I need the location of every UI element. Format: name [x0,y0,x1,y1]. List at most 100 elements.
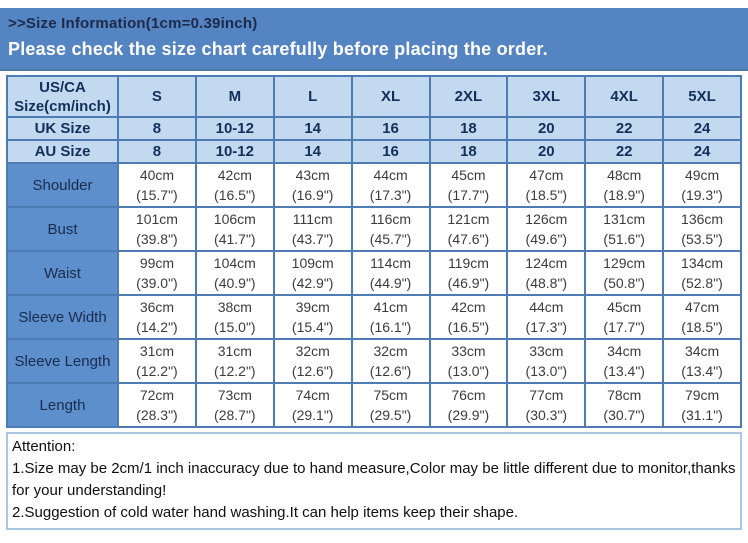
cm-value: 136cm [681,211,724,227]
au-size-value: 14 [272,139,353,164]
cm-value: 99cm [139,255,175,271]
au-size-row: AU Size 8 10-12 14 16 18 20 22 24 [6,139,742,164]
column-header-m: M [194,75,275,118]
measure-cell: 119cm (46.9") [428,250,509,296]
measure-cell: 73cm (28.7") [194,382,275,428]
measure-cell: 99cm (39.0") [117,250,197,296]
measure-row-label: Shoulder [6,162,119,208]
inch-value: (17.3") [525,319,568,335]
inch-value: (39.0") [136,275,178,291]
measure-cell: 77cm (30.3") [506,382,587,428]
measure-cell: 75cm (29.5") [350,382,431,428]
measure-cell: 111cm (43.7") [272,206,353,252]
measure-cell: 42cm (16.5") [428,294,509,340]
cm-value: 49cm [684,167,720,183]
measure-row-shoulder: Shoulder 40cm (15.7") 42cm (16.5") 43cm (16… [6,162,742,208]
au-size-value: 16 [350,139,431,164]
page-title: >>Size Information(1cm=0.39inch) [8,15,258,32]
measure-cell: 131cm (51.6") [584,206,665,252]
cm-value: 42cm [217,167,252,183]
inch-value: (40.9") [214,275,256,291]
column-header-xl: XL [350,75,431,118]
inch-value: (47.6") [447,231,490,247]
cm-value: 109cm [291,255,334,271]
cm-value: 114cm [370,255,412,271]
inch-value: (28.7") [214,407,256,423]
inch-value: (41.7") [214,231,256,247]
cm-value: 78cm [607,387,642,403]
cm-value: 74cm [295,387,330,403]
inch-value: (13.0") [525,363,568,379]
banner-subtitle: Please check the size chart carefully be… [8,39,548,59]
inch-value: (29.5") [369,407,412,423]
measure-row-label: Bust [6,206,119,252]
au-size-value: 10-12 [194,139,275,164]
inch-value: (43.7") [291,231,334,247]
inch-value: (14.2") [136,319,178,335]
cm-value: 34cm [607,343,642,359]
column-header-2xl: 2XL [428,75,509,118]
cm-value: 131cm [603,211,646,227]
measure-cell: 76cm (29.9") [428,382,509,428]
attention-note-1: 1.Size may be 2cm/1 inch inaccuracy due … [12,460,736,499]
inch-value: (46.9") [447,275,490,291]
attention-note-2: 2.Suggestion of cold water hand washing.… [12,504,519,521]
measure-cell: 43cm (16.9") [272,162,353,208]
inch-value: (29.9") [447,407,490,423]
measure-row-sleeve-length: Sleeve Length 31cm (12.2") 31cm (12.2") 32… [6,338,742,384]
inch-value: (16.5") [214,187,256,203]
cm-value: 40cm [139,167,175,183]
measure-cell: 45cm (17.7") [428,162,509,208]
inch-value: (15.0") [214,319,256,335]
uk-size-row-label: UK Size [6,116,119,141]
au-size-value: 24 [662,139,742,164]
cm-value: 41cm [373,299,408,315]
cm-value: 42cm [451,299,486,315]
cm-value: 43cm [295,167,330,183]
measure-cell: 134cm (52.8") [662,250,742,296]
cm-value: 77cm [529,387,564,403]
measure-cell: 40cm (15.7") [117,162,197,208]
measure-cell: 47cm (18.5") [506,162,587,208]
inch-value: (18.5") [681,319,723,335]
column-header-4xl: 4XL [584,75,665,118]
size-chart-table: US/CA Size(cm/inch) S M L XL 2XL 3XL 4XL… [6,75,742,428]
measure-cell: 47cm (18.5") [662,294,742,340]
inch-value: (52.8") [681,275,723,291]
column-header-l: L [272,75,353,118]
inch-value: (45.7") [369,231,412,247]
measure-cell: 44cm (17.3") [350,162,431,208]
cm-value: 121cm [447,211,490,227]
inch-value: (17.3") [369,187,412,203]
measure-cell: 38cm (15.0") [194,294,275,340]
inch-value: (15.7") [136,187,178,203]
uk-size-value: 24 [662,116,742,141]
measure-cell: 41cm (16.1") [350,294,431,340]
cm-value: 126cm [525,211,568,227]
measure-cell: 124cm (48.8") [506,250,587,296]
cm-value: 44cm [373,167,408,183]
cm-value: 106cm [213,211,256,227]
measure-cell: 104cm (40.9") [194,250,275,296]
inch-value: (28.3") [136,407,178,423]
inch-value: (13.0") [447,363,490,379]
inch-value: (51.6") [603,231,645,247]
measure-cell: 74cm (29.1") [272,382,353,428]
uk-size-value: 8 [117,116,197,141]
cm-value: 48cm [607,167,642,183]
inch-value: (49.6") [525,231,568,247]
inch-value: (44.9") [369,275,412,291]
inch-value: (12.2") [214,363,256,379]
inch-value: (17.7") [447,187,490,203]
cm-value: 44cm [529,299,564,315]
measure-cell: 32cm (12.6") [272,338,353,384]
inch-value: (18.9") [603,187,645,203]
measure-cell: 48cm (18.9") [584,162,665,208]
measure-row-label: Sleeve Width [6,294,119,340]
cm-value: 31cm [217,343,252,359]
inch-value: (29.1") [291,407,334,423]
banner: >>Size Information(1cm=0.39inch) Please … [0,8,748,71]
cm-value: 31cm [139,343,175,359]
cm-value: 47cm [684,299,720,315]
inch-value: (50.8") [603,275,645,291]
